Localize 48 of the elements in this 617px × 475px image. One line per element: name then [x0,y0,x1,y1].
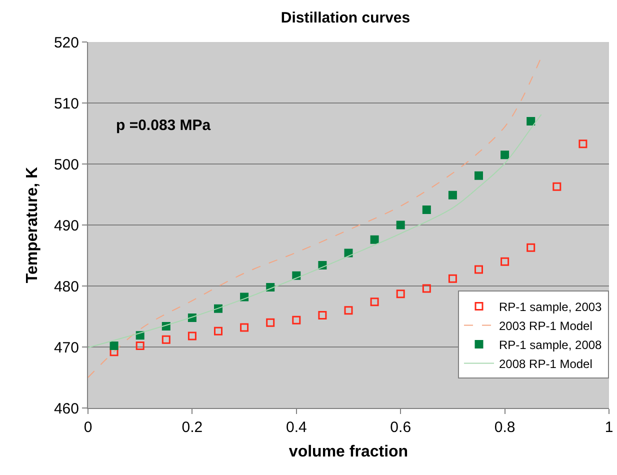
point [266,318,275,327]
x-tick-label: 0.8 [494,419,516,436]
y-tick-label: 480 [54,278,79,296]
point [448,190,457,200]
x-tick-label: 0.4 [286,419,307,436]
legend-label: RP-1 sample, 2003 [499,300,602,314]
point [370,298,379,306]
point [214,326,222,336]
point [136,342,144,350]
point [526,117,536,126]
y-tick-label: 490 [54,217,79,234]
legend-label: RP-1 sample, 2008 [499,338,602,352]
point [396,290,405,298]
x-tick-label: 0.2 [182,419,203,436]
point [526,243,536,252]
x-axis-title: volume fraction [288,444,408,461]
legend-label: 2003 RP-1 Model [499,318,592,333]
point [396,220,405,230]
point [500,150,510,160]
point [500,257,510,266]
point [318,311,327,320]
y-tick-label: 460 [54,400,79,418]
point [474,171,483,180]
point [370,235,379,244]
point [422,284,431,293]
point [578,140,588,148]
point [188,332,196,340]
point [552,182,562,191]
point [110,342,118,350]
y-tick-label: 520 [54,34,79,52]
point [162,335,170,344]
point [448,274,457,283]
annotation: p =0.083 MPa [116,117,212,134]
chart-title: Distillation curves [280,9,410,26]
y-tick-label: 500 [54,156,79,174]
legend-label: 2008 RP-1 Model [499,356,592,371]
point [292,316,301,324]
y-tick-label: 470 [54,339,79,356]
point [422,206,431,214]
x-tick-label: 0 [84,419,92,436]
point [344,306,353,315]
x-tick-label: 1 [604,419,614,436]
y-axis-title: Temperature, K [24,166,41,284]
x-tick-label: 0.6 [390,419,412,436]
y-tick-label: 510 [54,95,79,112]
point [240,323,249,332]
point [110,348,118,356]
point [474,265,483,274]
